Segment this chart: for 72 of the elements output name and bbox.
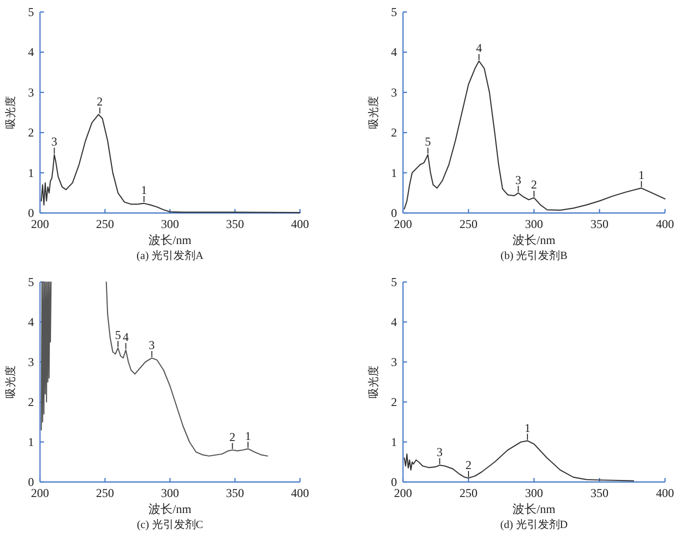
x-tick-label: 400 bbox=[291, 486, 309, 500]
y-tick-label: 1 bbox=[28, 166, 34, 180]
annotation: 3 bbox=[148, 338, 155, 352]
x-tick-label: 300 bbox=[161, 217, 179, 231]
text: (b) 光引发剂B bbox=[500, 249, 568, 262]
y-axis-title: 吸光度 bbox=[367, 96, 380, 129]
annotation: 5 bbox=[115, 328, 121, 342]
x-tick-label: 350 bbox=[226, 486, 244, 500]
y-tick-label: 4 bbox=[28, 315, 34, 329]
y-tick-label: 2 bbox=[28, 395, 34, 409]
annotation: 4 bbox=[122, 330, 129, 344]
y-tick-label: 5 bbox=[28, 5, 34, 19]
annotation: 2 bbox=[531, 178, 537, 192]
y-tick-label: 0 bbox=[28, 475, 34, 489]
x-tick-label: 250 bbox=[96, 486, 114, 500]
x-axis-title: 波长/nm bbox=[512, 233, 556, 247]
annotation: 5 bbox=[424, 134, 431, 149]
y-tick-label: 4 bbox=[391, 315, 397, 329]
annotation: 2 bbox=[96, 94, 103, 109]
y-tick-label: 3 bbox=[28, 85, 34, 100]
x-tick-label: 300 bbox=[525, 217, 543, 231]
x-tick-label: 250 bbox=[460, 217, 478, 231]
y-tick-label: 4 bbox=[28, 45, 34, 60]
y-tick-label: 1 bbox=[28, 435, 34, 449]
x-tick-label: 350 bbox=[590, 217, 608, 231]
y-tick-label: 2 bbox=[391, 395, 397, 409]
annotation: 3 bbox=[515, 172, 522, 187]
x-tick-label: 200 bbox=[394, 486, 412, 500]
x-axis-title: 波长/nm bbox=[148, 233, 192, 247]
y-tick-label: 5 bbox=[391, 275, 397, 289]
y-axis-title: 吸光度 bbox=[4, 366, 17, 398]
annotation: 1 bbox=[638, 168, 644, 182]
text: (d) 光引发剂D bbox=[500, 518, 568, 531]
x-tick-label: 250 bbox=[460, 486, 478, 500]
x-tick-label: 350 bbox=[590, 486, 608, 500]
x-tick-label: 400 bbox=[656, 486, 674, 500]
x-axis-title: 波长/nm bbox=[512, 502, 556, 516]
annotation: 1 bbox=[141, 182, 147, 197]
y-tick-label: 4 bbox=[391, 45, 397, 60]
x-tick-label: 300 bbox=[161, 486, 179, 500]
text: (c) 光引发剂C bbox=[136, 518, 204, 531]
x-axis-title: 波长/nm bbox=[148, 502, 192, 516]
y-tick-label: 5 bbox=[391, 5, 397, 19]
text: (a) 光引发剂A bbox=[136, 249, 204, 262]
y-tick-label: 5 bbox=[28, 275, 34, 289]
y-tick-label: 3 bbox=[391, 85, 397, 100]
annotation: 1 bbox=[524, 420, 530, 435]
y-axis-title: 吸光度 bbox=[367, 366, 380, 398]
y-tick-label: 2 bbox=[391, 126, 397, 140]
y-tick-label: 0 bbox=[28, 206, 34, 220]
x-tick-label: 200 bbox=[394, 217, 412, 231]
x-tick-label: 250 bbox=[96, 217, 114, 231]
y-tick-label: 2 bbox=[28, 126, 34, 140]
annotation: 3 bbox=[436, 445, 443, 460]
x-tick-label: 350 bbox=[226, 217, 244, 231]
x-tick-label: 400 bbox=[656, 217, 674, 231]
y-axis-title: 吸光度 bbox=[4, 96, 17, 129]
x-tick-label: 400 bbox=[291, 217, 309, 231]
y-tick-label: 1 bbox=[391, 166, 397, 180]
y-tick-label: 0 bbox=[391, 206, 397, 220]
annotation: 2 bbox=[466, 458, 472, 472]
annotation: 4 bbox=[476, 41, 482, 56]
annotation: 1 bbox=[245, 428, 251, 443]
y-tick-label: 0 bbox=[391, 475, 397, 489]
y-tick-label: 3 bbox=[28, 355, 34, 369]
y-tick-label: 1 bbox=[391, 435, 397, 449]
annotation: 3 bbox=[51, 134, 58, 149]
x-tick-label: 300 bbox=[525, 486, 543, 500]
x-tick-label: 200 bbox=[31, 217, 49, 231]
x-tick-label: 200 bbox=[31, 486, 49, 500]
y-tick-label: 3 bbox=[391, 355, 397, 369]
annotation: 2 bbox=[229, 430, 236, 444]
